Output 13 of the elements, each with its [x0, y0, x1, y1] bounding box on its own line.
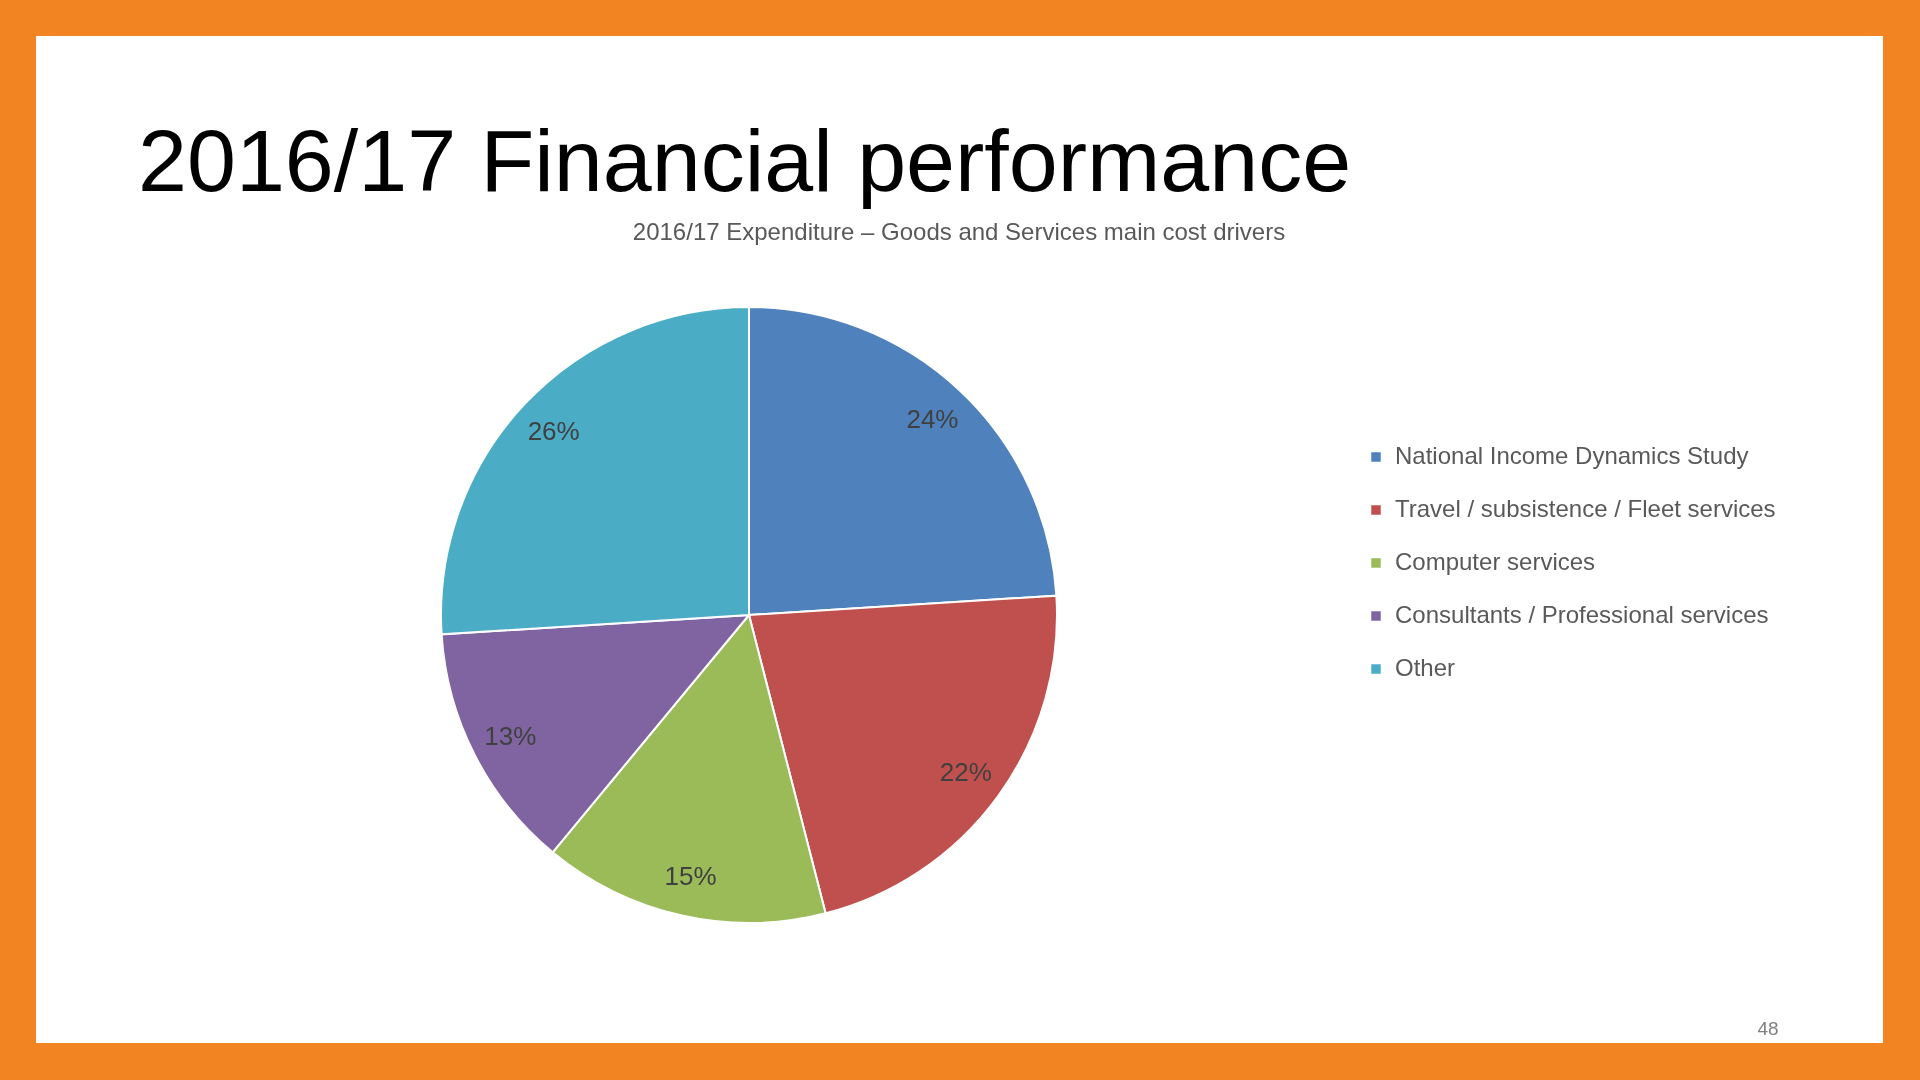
- legend-label: Computer services: [1395, 548, 1596, 575]
- legend-label: National Income Dynamics Study: [1395, 442, 1749, 469]
- chart-subtitle: 2016/17 Expenditure – Goods and Services main cost drivers: [632, 218, 1286, 245]
- legend-label: Other: [1395, 654, 1456, 681]
- data-label: 24%: [906, 403, 959, 434]
- data-label: 22%: [939, 756, 992, 787]
- data-label: 15%: [664, 860, 717, 891]
- data-label: 13%: [484, 720, 537, 751]
- legend-label: Travel / subsistence / Fleet services: [1395, 495, 1776, 522]
- data-label: 26%: [527, 415, 580, 446]
- text: 48: [1756, 1018, 1780, 1039]
- chart-title: 2016/17 Financial performance: [138, 111, 1352, 210]
- legend-label: Consultants / Professional services: [1395, 601, 1769, 628]
